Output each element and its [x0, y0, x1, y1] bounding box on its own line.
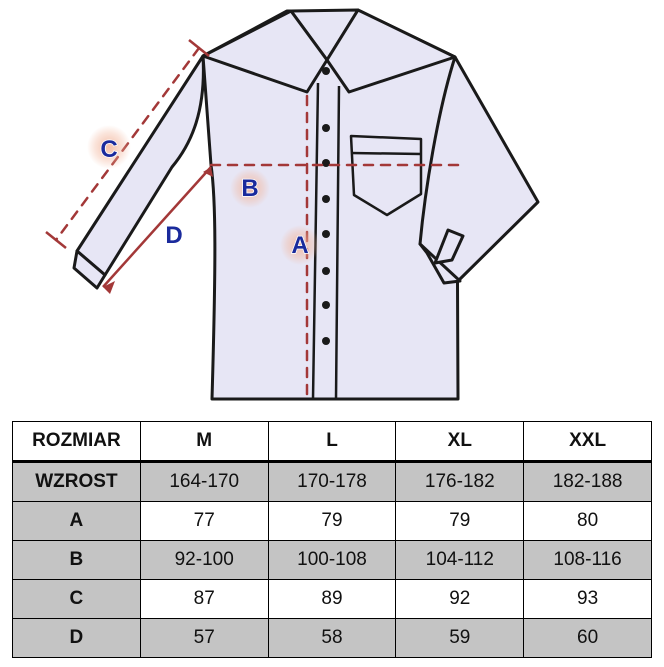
svg-text:D: D: [165, 222, 182, 249]
svg-text:A: A: [291, 232, 308, 259]
svg-text:C: C: [100, 136, 117, 163]
svg-text:B: B: [241, 175, 258, 202]
